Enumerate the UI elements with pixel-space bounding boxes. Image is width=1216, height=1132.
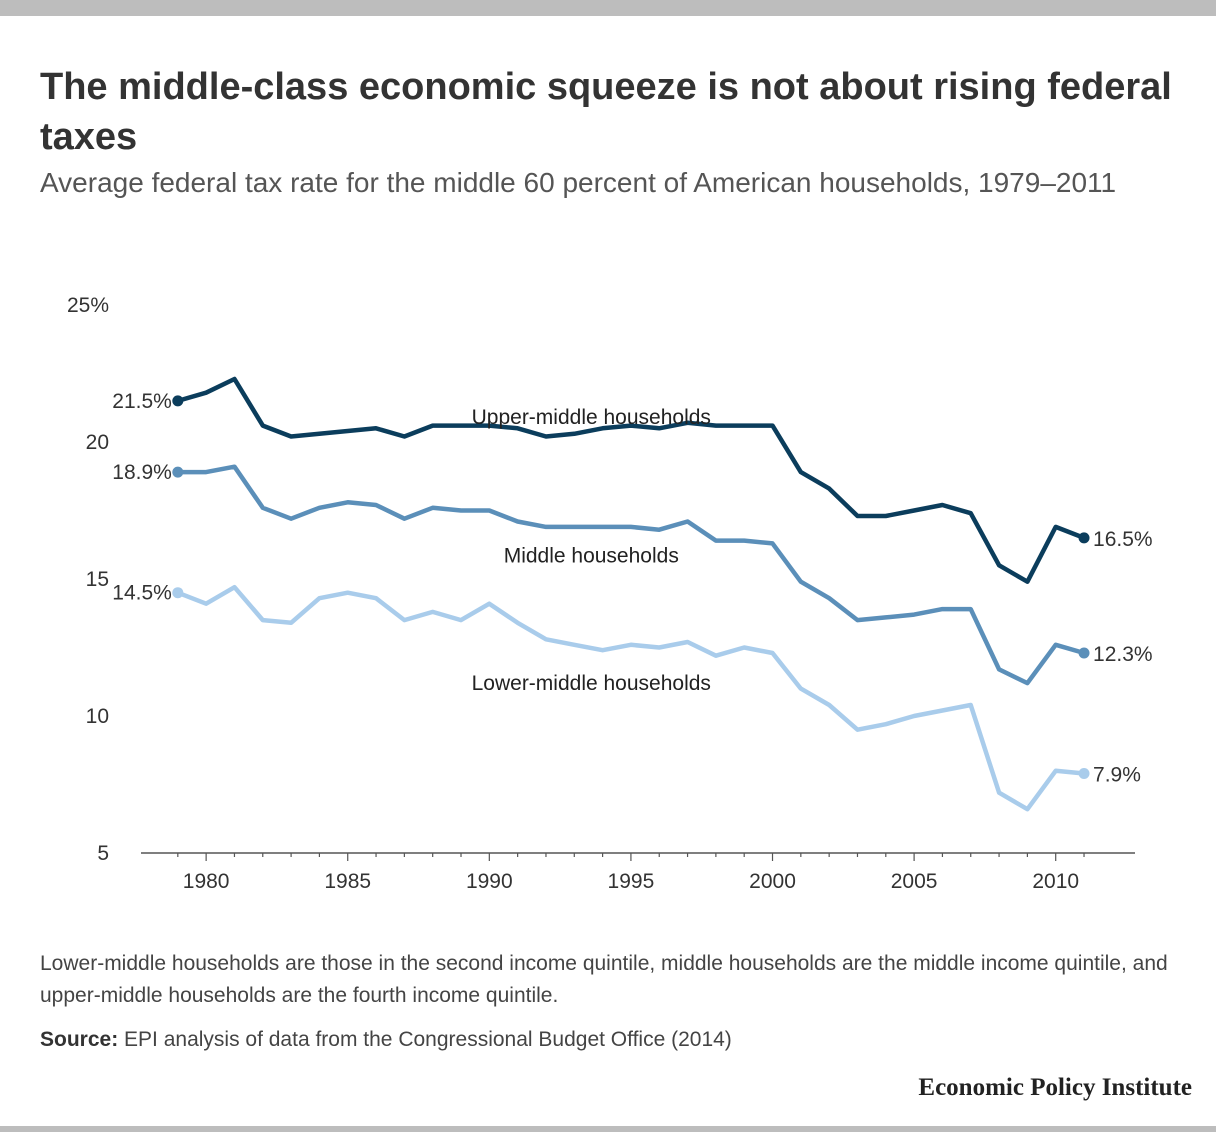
chart-subtitle: Average federal tax rate for the middle … [40,167,1117,198]
series-layer [172,376,1090,812]
x-tick-label: 2010 [1032,870,1079,893]
y-tick-label: 25% [67,294,109,317]
start-point-upper-middle-households [172,395,184,407]
y-tick-label: 5 [97,842,109,865]
end-point-upper-middle-households [1078,532,1090,544]
series-line-middle-households [175,464,1087,686]
chart-source: Source: EPI analysis of data from the Co… [40,1024,1180,1056]
brand-logo-text: Economic Policy Institute [918,1074,1192,1101]
series-name-label: Middle households [504,545,679,568]
source-label: Source: [40,1028,119,1051]
chart-note: Lower-middle households are those in the… [40,952,1168,1007]
x-tick-label: 1985 [324,870,371,893]
series-line-lower-middle-households [175,584,1087,812]
end-point-middle-households [1078,647,1090,659]
chart-title: The middle-class economic squeeze is not… [40,66,1172,158]
end-value-label: 7.9% [1093,764,1141,787]
series-name-label: Upper-middle households [472,406,711,429]
series-name-label: Lower-middle households [472,672,711,695]
x-tick-label: 1990 [466,870,513,893]
y-tick-label: 15 [86,568,109,591]
start-value-label: 14.5% [112,582,172,605]
y-tick-label: 20 [86,431,109,454]
end-value-label: 12.3% [1093,643,1153,666]
bottom-border [0,1126,1216,1132]
y-tick-label: 10 [86,705,109,728]
series-labels: 21.5% 16.5% Upper-middle households 18.9% 12… [112,390,1152,787]
y-axis-labels: 5 10 15 20 25% [67,294,109,865]
start-point-lower-middle-households [172,587,184,599]
x-axis: 1980 1985 1990 1995 2000 2005 2010 [141,852,1135,893]
x-tick-label: 1995 [608,870,655,893]
x-tick-label: 2005 [891,870,938,893]
x-tick-label: 1980 [183,870,230,893]
start-value-label: 18.9% [112,461,172,484]
source-text: EPI analysis of data from the Congressio… [118,1028,732,1051]
end-point-lower-middle-households [1078,768,1090,780]
series-line-upper-middle-households [175,376,1087,584]
start-point-middle-households [172,466,184,478]
top-border [0,0,1216,16]
x-tick-label: 2000 [749,870,796,893]
end-value-label: 16.5% [1093,528,1153,551]
start-value-label: 21.5% [112,390,172,413]
